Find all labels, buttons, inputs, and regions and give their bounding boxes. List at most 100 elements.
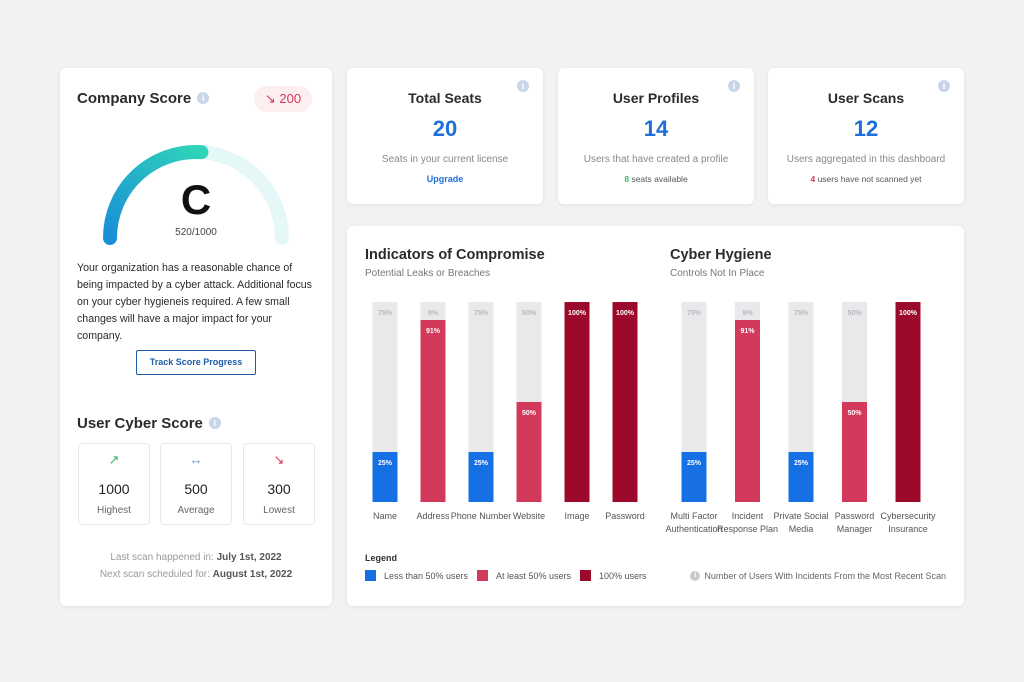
score-grade: C (180, 176, 212, 223)
trend-down-icon: ↘ (264, 91, 276, 106)
user-cyber-score-title: User Cyber Score (77, 415, 203, 432)
bar-remainder-label: 9% (742, 310, 753, 317)
gauge-fill (103, 145, 209, 245)
total-seats-card: i Total Seats 20 Seats in your current l… (347, 68, 543, 204)
bar-value-label: 100% (568, 310, 587, 317)
info-icon[interactable]: i (728, 80, 740, 92)
lowest-score-value: 300 (267, 481, 291, 497)
total-seats-value: 20 (432, 116, 458, 141)
total-seats-title: Total Seats (408, 90, 482, 106)
info-icon[interactable]: i (208, 417, 221, 430)
user-profiles-title: User Profiles (612, 90, 700, 106)
bar-value-label: 91% (740, 328, 755, 335)
bar-remainder-label: 75% (378, 310, 393, 317)
hygiene-chart-title: Cyber Hygiene (670, 247, 772, 263)
bar-category-label: Private Social Media (773, 511, 829, 534)
bar-value-label: 50% (847, 410, 862, 417)
bar-value-label: 25% (794, 460, 809, 467)
legend-label-full: 100% users (599, 571, 647, 581)
bar-category-label: Incident Response Plan (716, 511, 779, 534)
bar-category-label: Cybersecurity Insurance (880, 511, 936, 534)
company-score-card: Company Score i ↘ 200 C 520/1000 Your org… (60, 68, 332, 606)
legend-title: Legend (365, 553, 398, 563)
user-scans-value: 12 (853, 116, 879, 141)
bar-category-label: Password (605, 511, 645, 521)
bar-remainder-label: 9% (428, 310, 439, 317)
bar (468, 452, 494, 502)
highest-score-value: 1000 (98, 481, 130, 497)
total-seats-subtitle: Seats in your current license (381, 154, 509, 165)
bar (895, 302, 921, 502)
user-scans-title: User Scans (827, 90, 905, 106)
chart-footnote: i Number of Users With Incidents From the… (690, 570, 946, 582)
score-description: Your organization has a reasonable chanc… (77, 262, 312, 342)
trend-up-icon: ↗ (108, 452, 120, 467)
last-scan-info: Last scan happened in: July 1st, 2022 (60, 552, 332, 563)
seats-available-count: 8 (624, 174, 630, 184)
bar-category-label: Address (416, 511, 450, 521)
bar (372, 452, 398, 502)
score-trend-badge: ↘ 200 (254, 86, 312, 112)
bar (564, 302, 590, 502)
info-icon[interactable]: i (938, 80, 950, 92)
bar-charts: 25% 75% 91% 9% 25% 75% 50% 50% 100% 100% 25% 75% 91%… (372, 302, 921, 502)
bar-value-label: 91% (426, 328, 441, 335)
info-icon[interactable]: i (690, 570, 701, 581)
chart-footnote-text: Number of Users With Incidents From the … (704, 571, 946, 581)
bar-category-label: Password Manager (834, 511, 875, 534)
average-score-tile: ↔ 500 Average (160, 443, 232, 525)
seats-available-label: seats available (631, 174, 688, 184)
lowest-score-label: Lowest (263, 505, 295, 516)
bar-value-label: 25% (474, 460, 489, 467)
trend-down-icon: ↘ (273, 452, 285, 467)
bar-category-label: Multi Factor Authentication (665, 511, 723, 534)
bar-category-label: Website (512, 511, 546, 521)
bar-remainder-label: 50% (522, 310, 537, 317)
legend-item-low: Less than 50% users (365, 570, 468, 582)
info-icon[interactable]: i (197, 92, 210, 105)
bar-category-label: Image (564, 511, 590, 521)
bar (735, 320, 760, 502)
bar-value-label: 100% (899, 310, 918, 317)
user-profiles-value: 14 (643, 116, 669, 141)
bar-value-label: 50% (522, 410, 537, 417)
bar-value-label: 25% (687, 460, 702, 467)
not-scanned-count: 4 (810, 174, 816, 184)
user-profiles-subtitle: Users that have created a profile (583, 154, 729, 165)
upgrade-link[interactable]: Upgrade (426, 174, 464, 184)
user-scans-subtitle: Users aggregated in this dashboard (786, 154, 946, 165)
legend-label-low: Less than 50% users (384, 571, 469, 581)
highest-score-label: Highest (97, 505, 131, 516)
score-gauge (103, 145, 289, 245)
bar (788, 452, 814, 502)
user-cyber-score-title-row: User Cyber Score i (77, 415, 221, 432)
horizontal-arrows-icon: ↔ (189, 452, 203, 467)
bar-remainder-label: 50% (847, 310, 862, 317)
seats-available-note: 8 seats available (558, 174, 754, 184)
legend-item-full: 100% users (580, 570, 647, 582)
lowest-score-tile: ↘ 300 Lowest (243, 443, 315, 525)
compromise-chart-title: Indicators of Compromise (365, 247, 545, 263)
not-scanned-label: users have not scanned yet (817, 174, 922, 184)
bar (681, 452, 707, 502)
company-score-title-row: Company Score i (77, 90, 210, 107)
highest-score-tile: ↗ 1000 Highest (78, 443, 150, 525)
track-score-progress-button[interactable]: Track Score Progress (136, 350, 256, 375)
average-score-label: Average (177, 505, 215, 516)
bar (420, 320, 446, 502)
company-score-title: Company Score (77, 90, 192, 107)
legend-label-mid: At least 50% users (496, 571, 572, 581)
last-scan-prefix: Last scan happened in: (110, 552, 214, 563)
score-value: 520/1000 (175, 227, 217, 238)
user-scans-card: i User Scans 12 Users aggregated in this… (768, 68, 964, 204)
compromise-chart-subtitle: Potential Leaks or Breaches (365, 268, 491, 279)
info-icon[interactable]: i (517, 80, 529, 92)
next-scan-date: August 1st, 2022 (212, 569, 293, 580)
bar (516, 402, 542, 502)
not-scanned-note: 4 users have not scanned yet (768, 174, 964, 184)
bar-category-label: Name (372, 511, 397, 521)
bar-remainder-label: 75% (687, 310, 702, 317)
bar (842, 402, 867, 502)
bar (612, 302, 638, 502)
next-scan-info: Next scan scheduled for: August 1st, 202… (60, 569, 332, 580)
